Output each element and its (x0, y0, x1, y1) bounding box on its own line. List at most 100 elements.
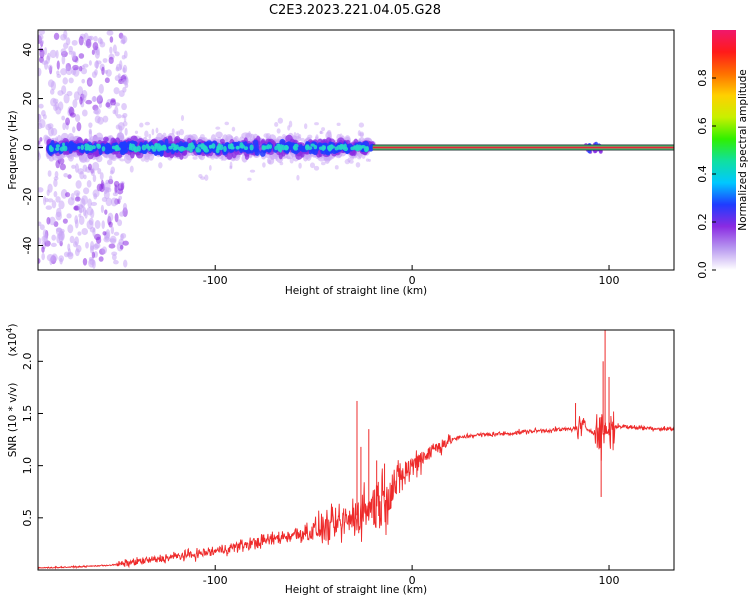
noise-blob (110, 197, 118, 207)
noise-blob (122, 240, 129, 246)
noise-blob (110, 99, 117, 106)
band-blob (154, 142, 159, 150)
noise-blob (73, 91, 80, 101)
noise-blob (102, 58, 108, 63)
noise-blob (121, 102, 127, 111)
noise-blob (180, 115, 185, 122)
band-blob (48, 155, 55, 162)
noise-blob (93, 35, 98, 42)
noise-blob (100, 179, 104, 190)
band-blob (144, 152, 151, 160)
band-blob (215, 131, 223, 139)
noise-blob (85, 99, 93, 105)
noise-blob (38, 113, 42, 123)
noise-blob (116, 114, 122, 119)
band-blob (189, 147, 193, 153)
snr-ylabel: SNR (10 * v/v) (7, 383, 19, 458)
noise-blob (41, 252, 45, 261)
noise-blob (44, 47, 48, 56)
snr-panel: -100 0 100 0.5 1.0 1.5 2.0 Height of straight… (5, 324, 675, 596)
noise-blob (313, 165, 320, 171)
noise-blob (103, 236, 111, 243)
noise-blob (102, 231, 107, 236)
noise-blob (47, 170, 52, 177)
noise-blob (134, 130, 139, 134)
noise-blob (50, 80, 56, 91)
noise-blob (109, 46, 113, 54)
noise-blob (277, 117, 284, 124)
noise-blob (75, 244, 82, 253)
noise-blob (108, 56, 114, 65)
band-blob (55, 147, 60, 152)
band-blob (190, 142, 194, 148)
colorbar-tick-label: 0.0 (696, 261, 709, 279)
band-blob (343, 143, 347, 150)
noise-blob (101, 66, 105, 76)
noise-blob (64, 192, 71, 198)
band-blob (293, 143, 299, 148)
band-blob (160, 146, 164, 151)
noise-blob (60, 68, 67, 76)
noise-blob (50, 242, 57, 248)
noise-blob (348, 159, 354, 164)
noise-blob (86, 220, 94, 230)
noise-blob (71, 39, 78, 46)
band-blob (276, 143, 281, 149)
noise-blob (124, 127, 128, 136)
noise-blob (53, 178, 58, 188)
noise-blob (82, 257, 88, 266)
spectrogram-xtick-label: -100 (203, 274, 228, 287)
noise-blob (38, 33, 44, 41)
spectrogram-xtick-label: 100 (599, 274, 620, 287)
snr-ytick-label: 2.0 (21, 353, 34, 371)
spectrogram-ytick-label: 20 (21, 92, 34, 106)
noise-blob (99, 172, 104, 181)
band-blob (321, 145, 326, 152)
colorbar-tick-label: 0.4 (696, 165, 709, 183)
band-blob (95, 154, 103, 163)
noise-blob (112, 44, 117, 54)
snr-ytick-label: 1.0 (21, 457, 34, 475)
noise-blob (88, 60, 92, 66)
noise-blob (104, 77, 110, 84)
noise-blob (88, 35, 94, 41)
noise-blob (86, 180, 92, 188)
noise-blob (93, 109, 99, 115)
noise-blob (41, 60, 48, 65)
noise-blob (118, 195, 123, 200)
noise-blob (47, 123, 54, 129)
noise-blob (344, 159, 350, 165)
noise-blob (74, 236, 79, 246)
noise-blob (97, 168, 102, 175)
noise-blob (71, 164, 76, 169)
band-blob (96, 143, 101, 148)
band-blob (78, 153, 88, 163)
snr-ytick-label: 0.5 (21, 509, 34, 527)
noise-blob (114, 212, 119, 223)
band-blob (84, 143, 90, 149)
colorbar: 0.0 0.2 0.4 0.6 0.8 Normalized spectral ampl… (696, 30, 749, 279)
noise-blob (78, 36, 84, 46)
noise-blob (67, 174, 72, 179)
noise-blob (100, 204, 104, 214)
band-blob (284, 145, 289, 151)
noise-blob (55, 49, 59, 59)
band-blob (245, 132, 253, 140)
noise-blob (104, 69, 108, 74)
noise-blob (39, 224, 45, 231)
noise-blob (63, 172, 69, 178)
noise-blob (97, 94, 103, 102)
noise-blob (336, 122, 341, 126)
noise-blob (320, 161, 326, 166)
noise-blob (78, 53, 85, 59)
noise-blob (124, 83, 129, 89)
snr-xtick-label: 100 (599, 574, 620, 587)
band-blob (179, 153, 184, 160)
noise-blob (53, 32, 60, 40)
noise-blob (38, 237, 42, 245)
noise-blob (72, 126, 76, 133)
band-blob (147, 145, 151, 151)
noise-blob (103, 190, 110, 200)
spectrogram-panel: -100 0 100 -40 -20 0 20 40 Height of straight … (7, 29, 675, 297)
noise-blob (38, 140, 41, 145)
